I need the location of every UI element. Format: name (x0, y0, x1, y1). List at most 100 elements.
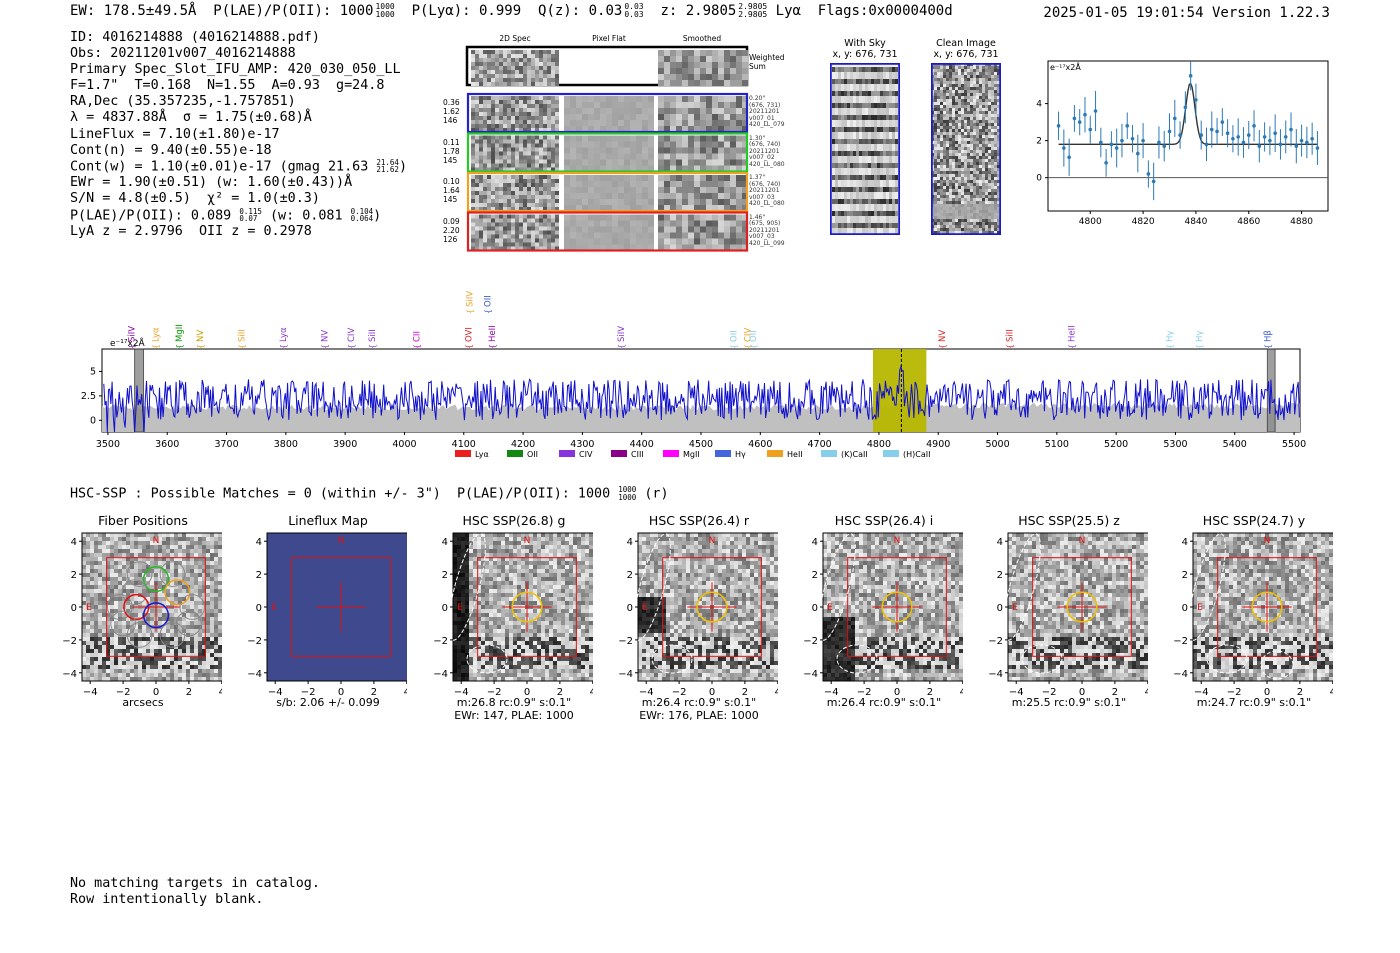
cutout-y-tick-label: 2 (71, 570, 77, 581)
strip-stats: 0.11 1.78 145 (443, 138, 467, 165)
spectral-line-bracket: { (483, 309, 492, 314)
cutout-caption-line1: s/b: 2.06 +/- 0.099 (276, 696, 380, 709)
spectrum-y-tick-label: 5 (90, 366, 96, 377)
spectrum-x-tick-label: 5500 (1282, 439, 1306, 450)
cutout-x-tick-label: −2 (301, 687, 316, 698)
spectral-line-bracket: { (749, 344, 758, 349)
strip-meta-line: 0.20" (749, 95, 766, 102)
cutout-y-tick-label: 2 (1182, 570, 1188, 581)
spec-strip-frame (466, 92, 749, 134)
cutout-x-tick-label: 4 (775, 687, 778, 698)
strip-stat: 126 (443, 234, 458, 244)
fit-data-point (1215, 129, 1219, 134)
flags-value: Flags:0x0000400d (817, 3, 953, 19)
spectral-line-bracket: { (320, 344, 329, 349)
cutout-x-tick-label: 4 (1330, 687, 1333, 698)
cutout-y-tick-label: −2 (62, 636, 77, 647)
cutout-y-tick-label: 4 (256, 537, 262, 548)
aperture-box (847, 557, 947, 657)
spec-strip-frame (466, 211, 749, 252)
z-hi: 2.9805 (738, 2, 768, 11)
legend-label: MgII (683, 450, 700, 459)
spectrum-x-tick-label: 4200 (511, 439, 535, 450)
fit-data-point (1072, 116, 1077, 121)
strip-meta-line: v007_03 (749, 193, 775, 201)
spectral-line-label: NV (938, 330, 948, 342)
strip-stat: 2.20 (443, 225, 460, 235)
legend-swatch (821, 450, 837, 457)
strip-meta: 1.30" (676, 740) 20211201 v007_02 420_LL_080 (749, 135, 799, 169)
fit-data-point (1183, 105, 1188, 110)
cutout-y-tick-label: 0 (627, 603, 633, 614)
strip-meta-line: (676, 740) (749, 141, 781, 149)
masked-region (134, 348, 145, 433)
strip-meta-line: v007_03 (749, 233, 775, 241)
cutout-panel: N E 4 2 0 −2 −4 −4 −2 0 2 4 (1173, 532, 1333, 698)
catalog-ellipse (651, 644, 693, 674)
cutout-title: Lineflux Map (288, 513, 368, 528)
fit-y-tick-label: 2 (1036, 137, 1042, 147)
cutout-x-tick-label: 0 (709, 687, 715, 698)
weighted-sum-label: Weighted Sum (749, 53, 785, 71)
aperture-box (1217, 557, 1317, 657)
fit-data-point (1125, 124, 1130, 128)
strip-stat: 146 (443, 116, 458, 125)
cutout-caption: m:26.4 rc:0.9" s:0.1" EWr: 176, PLAE: 100… (589, 696, 809, 722)
fit-data-point (1104, 161, 1108, 165)
spectral-line-bracket: { (938, 344, 947, 349)
spectral-line-label: SiIV (617, 326, 627, 342)
legend-swatch (455, 450, 471, 457)
fit-data-point (1178, 133, 1182, 137)
fit-data-point (1136, 151, 1140, 156)
cutout-x-tick-label: 4 (219, 687, 222, 698)
fiber-circle (126, 561, 153, 587)
spectrum-x-tick-label: 4100 (452, 439, 476, 450)
strip-meta-line: 420_LL_080 (749, 200, 785, 208)
fit-data-point (1083, 112, 1087, 117)
fit-data-point (1146, 172, 1151, 176)
cutout-title: HSC SSP(24.7) y (1202, 513, 1306, 528)
info-radec: RA,Dec (35.357235,-1.757851) (70, 94, 296, 110)
spectrum-x-tick-label: 3500 (96, 439, 120, 450)
cutout-x-tick-label: −4 (1194, 687, 1209, 698)
spectrum-ylabel: e⁻¹⁷x2Å (110, 337, 146, 349)
cutout-x-tick-label: −4 (83, 687, 98, 698)
strip-stats: 0.36 1.62 146 (443, 98, 467, 125)
strip-meta-line: 20211201 (749, 147, 780, 155)
catalog-ellipse (466, 644, 508, 674)
spectrum-x-tick-label: 5400 (1223, 439, 1247, 450)
strip-stat: 0.36 (443, 98, 460, 107)
cutout-y-tick-label: −4 (247, 669, 262, 680)
cutout-caption: m:26.8 rc:0.9" s:0.1" EWr: 147, PLAE: 100… (404, 696, 624, 722)
spectral-line-bracket: { (617, 344, 626, 349)
fit-data-point (1283, 135, 1288, 139)
col-header-2dspec: 2D Spec (499, 34, 531, 43)
cutout-panel: N E 4 2 0 −2 −4 −4 −2 0 2 4 (618, 532, 778, 698)
cutout-caption-line1: m:26.4 rc:0.9" s:0.1" (826, 696, 942, 709)
spectral-line-bracket: { (1166, 344, 1175, 349)
col-header-pixelflat: Pixel Flat (592, 34, 626, 43)
fit-data-point (1262, 135, 1267, 139)
hsc-summary: HSC-SSP : Possible Matches = 0 (within +… (70, 486, 669, 502)
fit-y-tick-label: 4 (1036, 100, 1042, 110)
aperture-circle (511, 591, 543, 623)
cutout-y-tick-label: 0 (997, 603, 1003, 614)
north-label: N (1079, 536, 1086, 546)
cutout-x-tick-label: 2 (742, 687, 748, 698)
spec-strip-frame (466, 132, 749, 173)
spectral-line-label: MgII (175, 324, 185, 342)
aperture-box (106, 557, 206, 657)
spectral-line-bracket: { (730, 344, 739, 349)
spectral-line-label: CII (412, 331, 422, 342)
cutout-y-tick-label: 2 (812, 570, 818, 581)
cutout-title: HSC SSP(25.5) z (1018, 513, 1120, 528)
fit-x-tick-label: 4800 (1079, 217, 1102, 227)
spectral-line-label: CIV (743, 328, 753, 342)
spectrum-x-tick-label: 4300 (570, 439, 594, 450)
strip-stats: 0.09 2.20 126 (443, 217, 467, 244)
fit-model-line (1058, 82, 1318, 145)
spectral-line-label: SiII (368, 329, 378, 342)
legend-swatch (507, 450, 523, 457)
full-spectrum-chart: 3500 3600 3700 3800 3900 4000 4100 4200 4300 4400… (81, 291, 1306, 459)
cutout-y-tick-label: 0 (812, 603, 818, 614)
